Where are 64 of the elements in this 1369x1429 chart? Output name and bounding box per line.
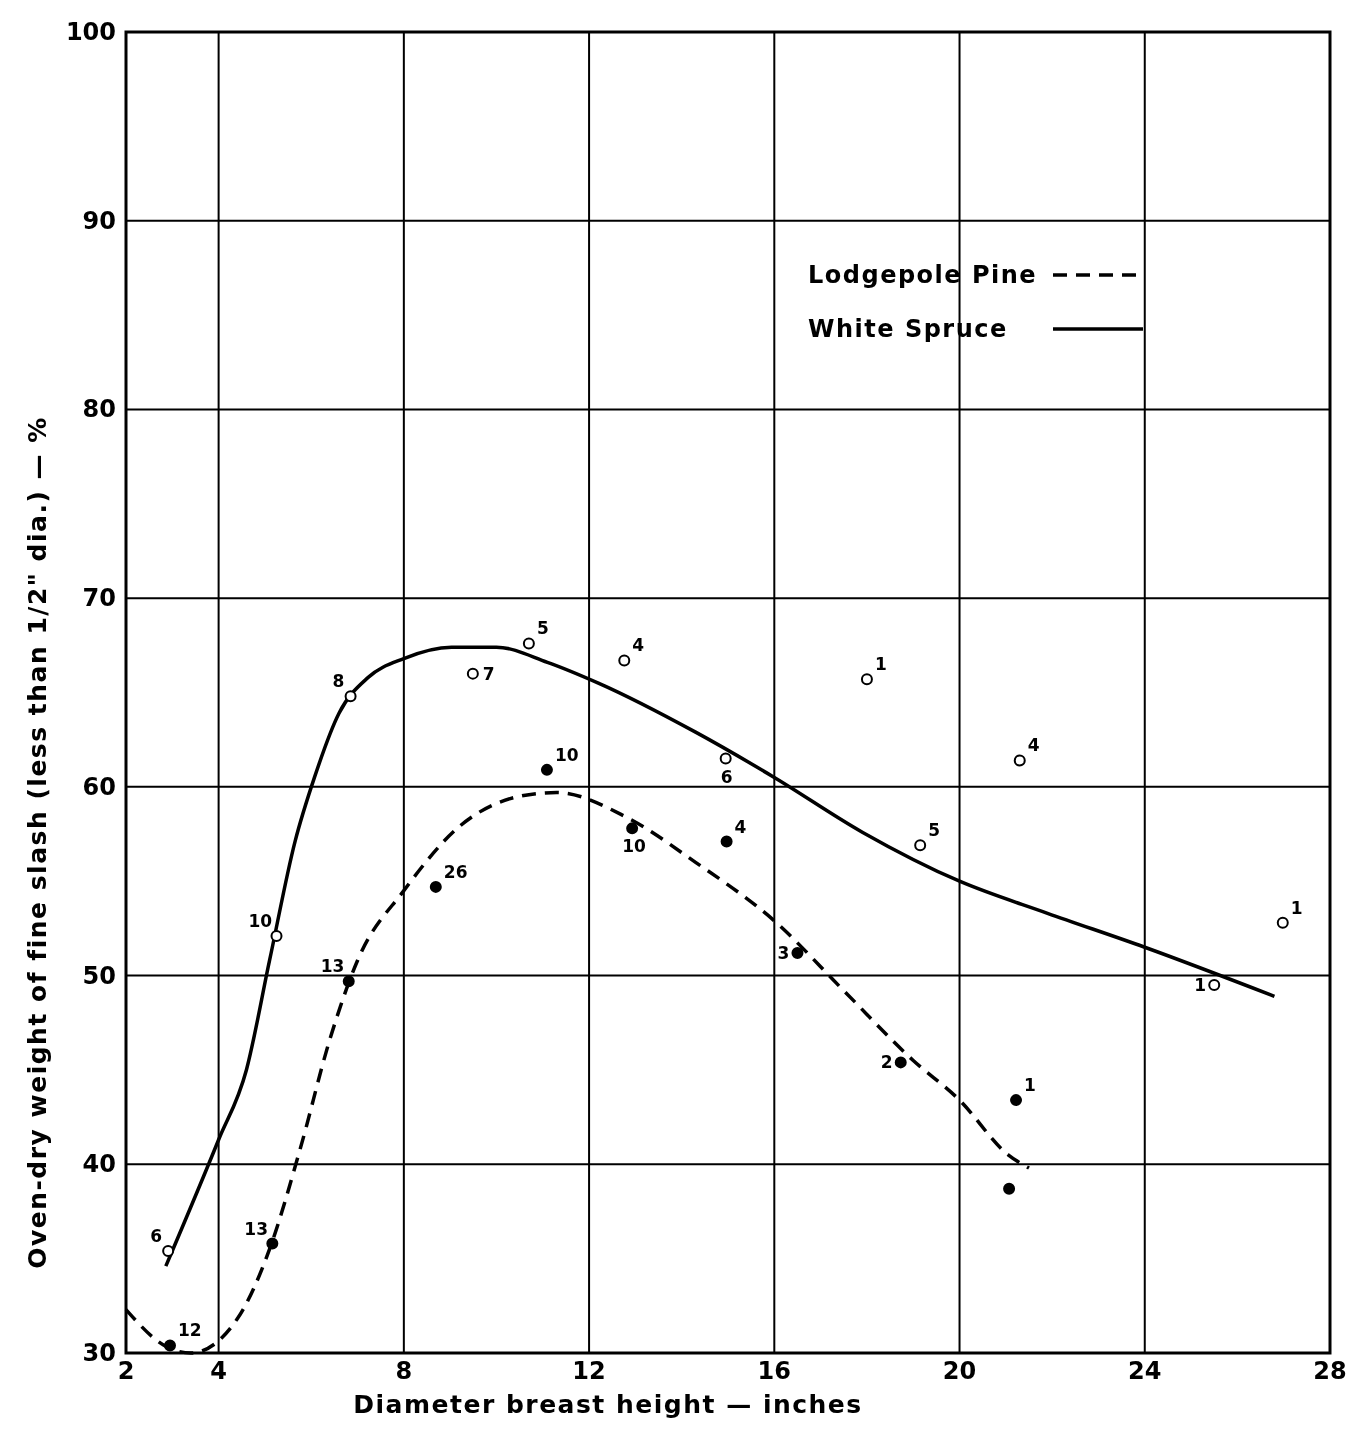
y-tick-label: 40 xyxy=(82,1150,116,1179)
y-tick-label: 90 xyxy=(82,206,116,235)
y-tick-label: 70 xyxy=(82,584,116,613)
point xyxy=(466,667,479,680)
point xyxy=(344,690,357,703)
point xyxy=(720,835,733,848)
point xyxy=(860,673,873,686)
point xyxy=(342,975,355,988)
annotation: 5 xyxy=(928,820,941,841)
annotation: 1 xyxy=(1290,897,1303,918)
point xyxy=(429,880,442,893)
annotation: 10 xyxy=(622,836,646,857)
annotation: 10 xyxy=(248,910,273,931)
annotation: 5 xyxy=(536,618,549,639)
point xyxy=(1276,916,1289,929)
y-tick-label: 60 xyxy=(82,772,116,801)
annotation: 6 xyxy=(720,766,733,787)
annotation: 10 xyxy=(554,744,579,765)
point xyxy=(914,839,927,852)
point xyxy=(618,654,631,667)
annotation: 6 xyxy=(150,1226,162,1247)
legend-label: Lodgepole Pine xyxy=(808,261,1038,289)
annotation: 4 xyxy=(632,635,645,656)
point xyxy=(1003,1182,1016,1195)
x-axis-title: Diameter breast height — inches xyxy=(353,1390,863,1419)
annotation: 1 xyxy=(1024,1075,1036,1096)
point xyxy=(522,637,535,650)
point xyxy=(162,1245,175,1258)
y-tick-label: 30 xyxy=(82,1339,116,1367)
annotation: 13 xyxy=(244,1218,268,1239)
point xyxy=(1010,1094,1023,1107)
y-tick-label: 80 xyxy=(82,395,116,424)
annotation: 26 xyxy=(443,861,468,882)
point xyxy=(1208,979,1221,992)
annotation: 4 xyxy=(734,816,747,837)
point xyxy=(163,1339,176,1352)
annotation: 13 xyxy=(320,956,345,977)
annotation: 8 xyxy=(332,671,345,692)
point xyxy=(1013,754,1026,767)
point xyxy=(270,929,283,942)
x-tick-label: 4 xyxy=(210,1357,227,1385)
point xyxy=(894,1056,907,1069)
x-tick-label: 24 xyxy=(1128,1357,1162,1385)
point xyxy=(791,946,804,959)
annotation: 12 xyxy=(177,1320,202,1341)
x-tick-label: 12 xyxy=(572,1357,606,1385)
x-tick-label: 2 xyxy=(117,1357,135,1385)
x-tick-label: 16 xyxy=(757,1357,792,1385)
point xyxy=(540,763,553,776)
point xyxy=(266,1237,279,1250)
annotation: 7 xyxy=(482,663,495,684)
annotation: 4 xyxy=(1027,735,1040,756)
x-tick-label: 28 xyxy=(1313,1357,1347,1385)
point xyxy=(719,752,732,765)
annotation: 3 xyxy=(777,942,790,963)
y-tick-label: 50 xyxy=(82,961,116,990)
annotation: 1 xyxy=(874,654,887,675)
annotation: 1 xyxy=(1194,975,1207,996)
y-axis-title: Oven-dry weight of fine slash (less than 1/2" dia.) — % xyxy=(23,416,52,1269)
x-tick-label: 8 xyxy=(395,1357,413,1385)
point xyxy=(626,822,639,835)
x-tick-label: 20 xyxy=(942,1357,977,1385)
y-tick-label: 100 xyxy=(65,18,116,46)
annotation: 2 xyxy=(880,1052,893,1073)
